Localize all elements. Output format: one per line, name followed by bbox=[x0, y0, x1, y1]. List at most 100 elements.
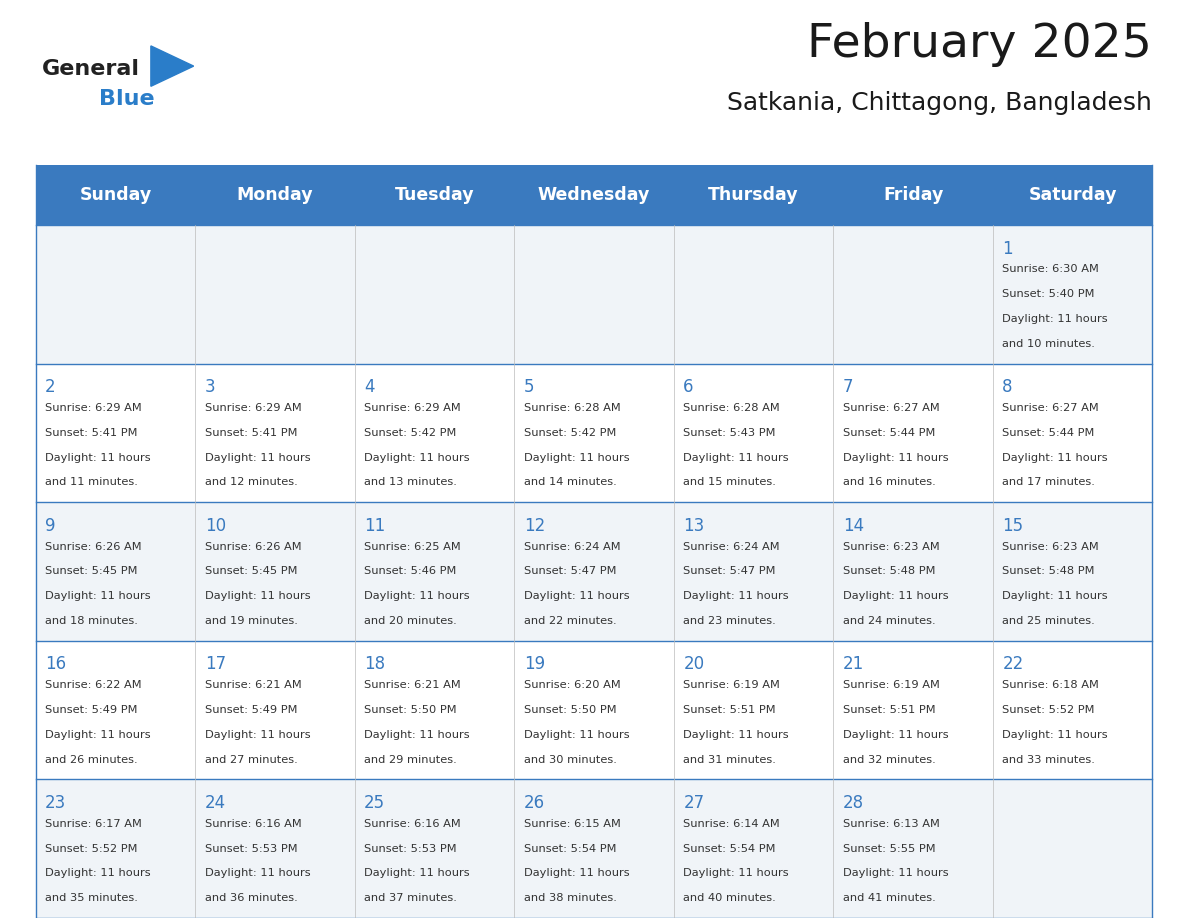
Text: General: General bbox=[42, 59, 139, 79]
Text: Daylight: 11 hours: Daylight: 11 hours bbox=[1003, 591, 1108, 601]
Text: 6: 6 bbox=[683, 378, 694, 397]
Text: Sunset: 5:54 PM: Sunset: 5:54 PM bbox=[524, 844, 617, 854]
Text: Sunrise: 6:15 AM: Sunrise: 6:15 AM bbox=[524, 819, 620, 829]
Bar bbox=[36, 502, 1152, 641]
Text: 22: 22 bbox=[1003, 655, 1024, 674]
Text: 10: 10 bbox=[204, 517, 226, 535]
Text: 2: 2 bbox=[45, 378, 56, 397]
Bar bbox=[36, 225, 1152, 364]
Text: 18: 18 bbox=[365, 655, 385, 674]
Text: and 20 minutes.: and 20 minutes. bbox=[365, 616, 457, 626]
Text: and 14 minutes.: and 14 minutes. bbox=[524, 477, 617, 487]
Text: 8: 8 bbox=[1003, 378, 1013, 397]
Text: Sunrise: 6:21 AM: Sunrise: 6:21 AM bbox=[204, 680, 302, 690]
Text: 17: 17 bbox=[204, 655, 226, 674]
Text: 11: 11 bbox=[365, 517, 385, 535]
Text: Sunset: 5:52 PM: Sunset: 5:52 PM bbox=[45, 844, 138, 854]
Text: 3: 3 bbox=[204, 378, 215, 397]
Text: Sunrise: 6:29 AM: Sunrise: 6:29 AM bbox=[365, 403, 461, 413]
Text: and 15 minutes.: and 15 minutes. bbox=[683, 477, 776, 487]
Text: 12: 12 bbox=[524, 517, 545, 535]
Text: Sunset: 5:48 PM: Sunset: 5:48 PM bbox=[1003, 566, 1095, 577]
Text: Sunset: 5:41 PM: Sunset: 5:41 PM bbox=[45, 428, 138, 438]
Text: Sunrise: 6:14 AM: Sunrise: 6:14 AM bbox=[683, 819, 781, 829]
Text: Sunset: 5:47 PM: Sunset: 5:47 PM bbox=[683, 566, 776, 577]
Text: and 30 minutes.: and 30 minutes. bbox=[524, 755, 617, 765]
Text: Sunrise: 6:28 AM: Sunrise: 6:28 AM bbox=[683, 403, 781, 413]
Text: Sunrise: 6:30 AM: Sunrise: 6:30 AM bbox=[1003, 264, 1099, 274]
Polygon shape bbox=[151, 46, 194, 86]
Text: Sunrise: 6:18 AM: Sunrise: 6:18 AM bbox=[1003, 680, 1099, 690]
Text: 1: 1 bbox=[1003, 240, 1013, 258]
Text: Sunset: 5:40 PM: Sunset: 5:40 PM bbox=[1003, 289, 1095, 299]
Text: Sunrise: 6:27 AM: Sunrise: 6:27 AM bbox=[1003, 403, 1099, 413]
Text: and 38 minutes.: and 38 minutes. bbox=[524, 893, 617, 903]
Text: Sunset: 5:41 PM: Sunset: 5:41 PM bbox=[204, 428, 297, 438]
Text: and 12 minutes.: and 12 minutes. bbox=[204, 477, 297, 487]
Text: 25: 25 bbox=[365, 794, 385, 812]
Text: and 31 minutes.: and 31 minutes. bbox=[683, 755, 776, 765]
Text: and 40 minutes.: and 40 minutes. bbox=[683, 893, 776, 903]
Text: Sunrise: 6:22 AM: Sunrise: 6:22 AM bbox=[45, 680, 141, 690]
Text: Sunset: 5:45 PM: Sunset: 5:45 PM bbox=[204, 566, 297, 577]
Text: Tuesday: Tuesday bbox=[394, 186, 474, 204]
Text: Daylight: 11 hours: Daylight: 11 hours bbox=[204, 868, 310, 879]
Text: and 37 minutes.: and 37 minutes. bbox=[365, 893, 457, 903]
Text: 9: 9 bbox=[45, 517, 56, 535]
Text: Thursday: Thursday bbox=[708, 186, 798, 204]
Text: and 23 minutes.: and 23 minutes. bbox=[683, 616, 776, 626]
Text: Sunset: 5:46 PM: Sunset: 5:46 PM bbox=[365, 566, 456, 577]
Text: Sunset: 5:55 PM: Sunset: 5:55 PM bbox=[842, 844, 935, 854]
Text: Daylight: 11 hours: Daylight: 11 hours bbox=[524, 453, 630, 463]
Text: Daylight: 11 hours: Daylight: 11 hours bbox=[365, 591, 469, 601]
Text: 7: 7 bbox=[842, 378, 853, 397]
Text: Daylight: 11 hours: Daylight: 11 hours bbox=[842, 868, 948, 879]
Text: and 27 minutes.: and 27 minutes. bbox=[204, 755, 297, 765]
Text: 5: 5 bbox=[524, 378, 535, 397]
Text: Sunset: 5:44 PM: Sunset: 5:44 PM bbox=[1003, 428, 1094, 438]
Text: and 16 minutes.: and 16 minutes. bbox=[842, 477, 936, 487]
Text: and 13 minutes.: and 13 minutes. bbox=[365, 477, 457, 487]
Text: Sunrise: 6:13 AM: Sunrise: 6:13 AM bbox=[842, 819, 940, 829]
Text: and 25 minutes.: and 25 minutes. bbox=[1003, 616, 1095, 626]
Text: 23: 23 bbox=[45, 794, 67, 812]
Text: 4: 4 bbox=[365, 378, 374, 397]
Text: Sunset: 5:47 PM: Sunset: 5:47 PM bbox=[524, 566, 617, 577]
Text: Sunrise: 6:26 AM: Sunrise: 6:26 AM bbox=[204, 542, 302, 552]
Bar bbox=[36, 641, 1152, 779]
Text: 15: 15 bbox=[1003, 517, 1023, 535]
Text: 19: 19 bbox=[524, 655, 545, 674]
Text: and 19 minutes.: and 19 minutes. bbox=[204, 616, 297, 626]
Text: 24: 24 bbox=[204, 794, 226, 812]
Text: and 29 minutes.: and 29 minutes. bbox=[365, 755, 457, 765]
Text: Sunset: 5:51 PM: Sunset: 5:51 PM bbox=[683, 705, 776, 715]
Text: 14: 14 bbox=[842, 517, 864, 535]
Text: Sunrise: 6:28 AM: Sunrise: 6:28 AM bbox=[524, 403, 620, 413]
Text: Sunset: 5:42 PM: Sunset: 5:42 PM bbox=[524, 428, 617, 438]
Text: Daylight: 11 hours: Daylight: 11 hours bbox=[204, 730, 310, 740]
Text: Daylight: 11 hours: Daylight: 11 hours bbox=[45, 591, 151, 601]
Text: Daylight: 11 hours: Daylight: 11 hours bbox=[365, 868, 469, 879]
Text: Sunset: 5:53 PM: Sunset: 5:53 PM bbox=[204, 844, 297, 854]
Text: Friday: Friday bbox=[883, 186, 943, 204]
Text: Sunset: 5:44 PM: Sunset: 5:44 PM bbox=[842, 428, 935, 438]
Text: Daylight: 11 hours: Daylight: 11 hours bbox=[683, 453, 789, 463]
Text: Sunset: 5:52 PM: Sunset: 5:52 PM bbox=[1003, 705, 1095, 715]
Text: Sunset: 5:49 PM: Sunset: 5:49 PM bbox=[204, 705, 297, 715]
Text: Sunrise: 6:21 AM: Sunrise: 6:21 AM bbox=[365, 680, 461, 690]
Text: Sunset: 5:49 PM: Sunset: 5:49 PM bbox=[45, 705, 138, 715]
Text: and 32 minutes.: and 32 minutes. bbox=[842, 755, 936, 765]
Text: Sunrise: 6:19 AM: Sunrise: 6:19 AM bbox=[842, 680, 940, 690]
Text: and 11 minutes.: and 11 minutes. bbox=[45, 477, 138, 487]
Text: Sunset: 5:50 PM: Sunset: 5:50 PM bbox=[524, 705, 617, 715]
Text: 27: 27 bbox=[683, 794, 704, 812]
Bar bbox=[36, 165, 1152, 225]
Text: Daylight: 11 hours: Daylight: 11 hours bbox=[524, 868, 630, 879]
Text: and 36 minutes.: and 36 minutes. bbox=[204, 893, 297, 903]
Text: Sunrise: 6:23 AM: Sunrise: 6:23 AM bbox=[1003, 542, 1099, 552]
Text: Sunset: 5:51 PM: Sunset: 5:51 PM bbox=[842, 705, 935, 715]
Text: Daylight: 11 hours: Daylight: 11 hours bbox=[1003, 730, 1108, 740]
Bar bbox=[36, 364, 1152, 502]
Text: and 33 minutes.: and 33 minutes. bbox=[1003, 755, 1095, 765]
Text: and 18 minutes.: and 18 minutes. bbox=[45, 616, 138, 626]
